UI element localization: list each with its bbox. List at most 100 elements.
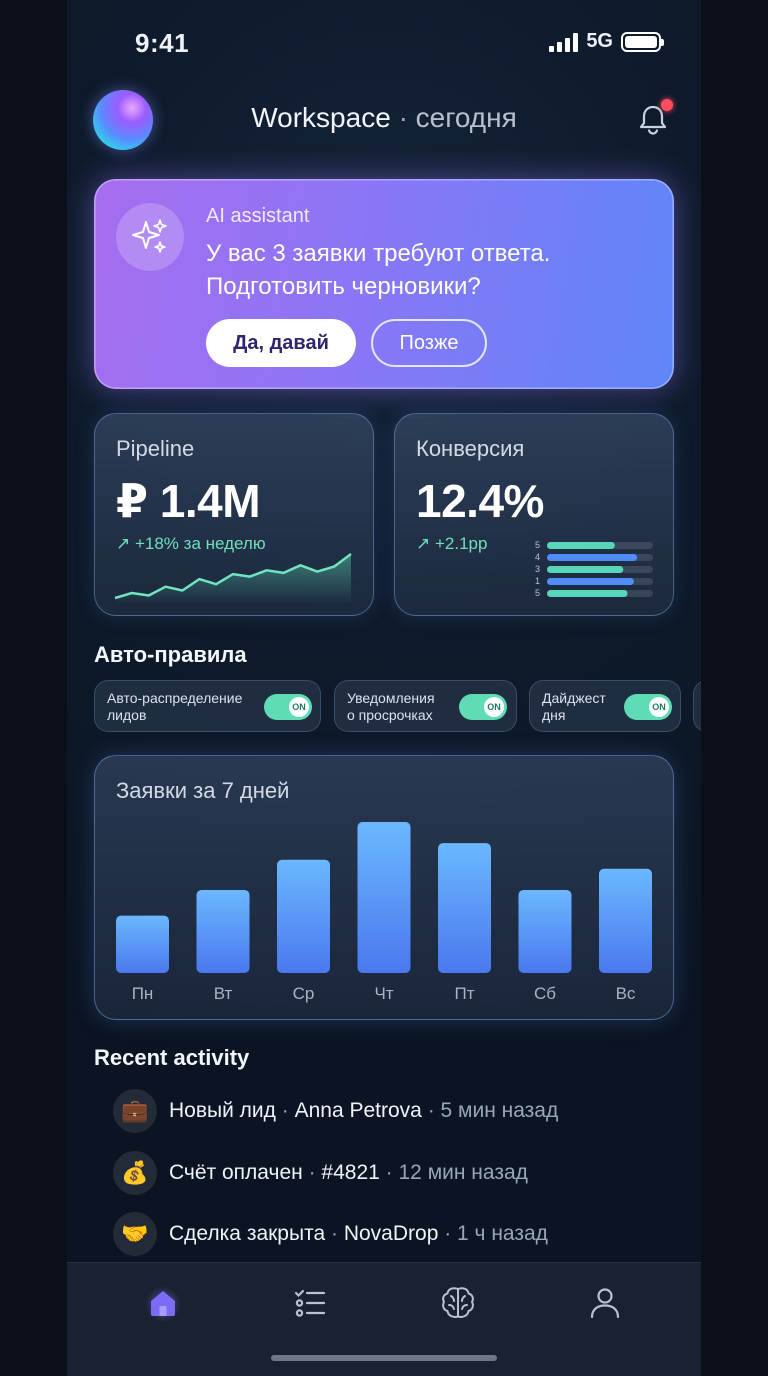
activity-text: Счёт оплачен · #4821 · 12 мин назад	[169, 1161, 528, 1184]
conversion-value: 12.4%	[416, 475, 544, 527]
conversion-title: Конверсия	[416, 436, 525, 461]
bar-1[interactable]	[196, 889, 250, 973]
period-label: сегодня	[415, 102, 517, 133]
rule-auto-distribution[interactable]: Авто-распределение лидов ON	[94, 680, 321, 732]
activity-subject: Anna Petrova	[294, 1099, 422, 1122]
sparkles-icon	[116, 203, 184, 271]
conversion-bar	[547, 590, 628, 597]
conversion-bar-label: 4	[535, 552, 540, 562]
notification-badge	[661, 99, 673, 111]
bar-6[interactable]	[599, 868, 652, 973]
nav-home[interactable]	[141, 1281, 185, 1325]
activity-event: Счёт оплачен	[169, 1161, 303, 1184]
nav-ai[interactable]	[436, 1281, 480, 1325]
toggle-state: ON	[484, 697, 504, 717]
bar-3[interactable]	[357, 822, 411, 973]
activity-item[interactable]: 💰 Счёт оплачен · #4821 · 12 мин назад	[113, 1150, 528, 1196]
rule-overflow-card[interactable]	[693, 680, 701, 732]
rule-overdue-alerts[interactable]: Уведомления о просрочках ON	[334, 680, 517, 732]
ai-label: AI assistant	[206, 205, 310, 227]
conversion-bars: 5 4 3 1 5	[535, 540, 653, 598]
briefcase-icon: 💼	[113, 1089, 157, 1133]
later-button[interactable]: Позже	[371, 319, 487, 367]
brain-icon	[442, 1287, 474, 1318]
leads-chart-card: Заявки за 7 дней Пн Вт Ср Чт Пт Сб Вс	[94, 755, 674, 1020]
conversion-delta: ↗ +2.1pp	[416, 534, 488, 553]
x-tick-label: Пт	[454, 984, 474, 1003]
home-indicator[interactable]	[271, 1355, 497, 1361]
bar-0[interactable]	[116, 915, 169, 973]
activity-title: Recent activity	[94, 1045, 250, 1070]
pipeline-card[interactable]: Pipeline ₽ 1.4M ↗ +18% за неделю	[94, 413, 374, 616]
bar-5[interactable]	[518, 889, 572, 973]
accept-button[interactable]: Да, давай	[206, 319, 356, 367]
title-separator: ·	[398, 102, 408, 133]
nav-tasks[interactable]	[288, 1281, 332, 1325]
x-tick-label: Пн	[132, 984, 154, 1003]
workspace-name: Workspace	[251, 102, 391, 133]
activity-text: Сделка закрыта · NovaDrop · 1 ч назад	[169, 1222, 548, 1245]
pipeline-value: ₽ 1.4M	[116, 475, 261, 527]
pipeline-sparkline	[114, 552, 352, 604]
signal-icon	[549, 32, 579, 52]
ai-message: У вас 3 заявки требуют ответа. Подготови…	[206, 237, 646, 303]
pipeline-title: Pipeline	[116, 436, 195, 461]
activity-text: Новый лид · Anna Petrova · 5 мин назад	[169, 1099, 559, 1122]
rule-label-line-2: дня	[542, 707, 566, 723]
conversion-bar	[547, 578, 634, 585]
bottom-nav	[67, 1262, 701, 1376]
home-icon	[145, 1286, 181, 1322]
conversion-bar	[547, 566, 624, 573]
rule-toggle[interactable]: ON	[264, 694, 312, 720]
bar-4[interactable]	[438, 843, 491, 973]
rule-label: Уведомления о просрочках	[347, 690, 435, 724]
rule-label-line-2: о просрочках	[347, 707, 433, 723]
left-margin	[0, 0, 67, 1376]
avatar[interactable]	[93, 90, 153, 150]
activity-item[interactable]: 🤝 Сделка закрыта · NovaDrop · 1 ч назад	[113, 1211, 548, 1257]
activity-subject: NovaDrop	[343, 1222, 439, 1245]
rule-toggle[interactable]: ON	[624, 694, 672, 720]
status-indicators: 5G	[549, 30, 664, 53]
activity-item[interactable]: 💼 Новый лид · Anna Petrova · 5 мин назад	[113, 1088, 558, 1134]
ai-assistant-card: AI assistant У вас 3 заявки требуют отве…	[94, 179, 674, 389]
rule-daily-digest[interactable]: Дайджест дня ON	[529, 680, 681, 732]
battery-icon	[621, 31, 664, 52]
sparkline-line	[114, 552, 352, 600]
x-tick-label: Сб	[534, 984, 556, 1003]
activity-event: Сделка закрыта	[169, 1222, 326, 1245]
ai-message-line-2: Подготовить черновики?	[206, 273, 481, 300]
page-title: Workspace · сегодня	[67, 102, 701, 134]
chart-title: Заявки за 7 дней	[116, 778, 290, 803]
nav-profile[interactable]	[583, 1281, 627, 1325]
activity-time: 5 мин назад	[440, 1099, 559, 1122]
rule-label-line-1: Авто-распределение	[107, 690, 243, 706]
x-tick-label: Ср	[293, 984, 315, 1003]
network-type: 5G	[586, 30, 613, 52]
x-tick-label: Чт	[374, 984, 393, 1003]
phone-screen: 9:41 5G Workspace · сегодня AI assistant…	[67, 0, 701, 1376]
profile-icon	[590, 1288, 620, 1319]
status-time: 9:41	[135, 28, 190, 58]
bell-icon[interactable]	[635, 102, 671, 138]
pipeline-delta: ↗ +18% за неделю	[116, 534, 266, 553]
rule-toggle[interactable]: ON	[459, 694, 507, 720]
leads-bar-chart: Пн Вт Ср Чт Пт Сб Вс	[116, 822, 652, 1003]
sparkline-area	[115, 554, 351, 604]
tasks-icon	[294, 1289, 326, 1317]
activity-event: Новый лид	[169, 1099, 276, 1122]
activity-time: 1 ч назад	[457, 1222, 548, 1245]
right-margin	[701, 0, 768, 1376]
rule-label: Дайджест дня	[542, 690, 606, 724]
conversion-bar-label: 5	[535, 588, 540, 598]
rule-label: Авто-распределение лидов	[107, 690, 242, 724]
conversion-bar	[547, 542, 615, 549]
rule-label-line-1: Уведомления	[347, 690, 435, 706]
toggle-state: ON	[649, 697, 669, 717]
handshake-icon: 🤝	[113, 1212, 157, 1256]
rule-label-line-2: лидов	[107, 707, 147, 723]
conversion-bar	[547, 554, 638, 561]
bar-2[interactable]	[277, 859, 330, 973]
x-tick-label: Вс	[616, 984, 636, 1003]
conversion-card[interactable]: Конверсия 12.4% ↗ +2.1pp 5 4 3 1 5	[394, 413, 674, 616]
